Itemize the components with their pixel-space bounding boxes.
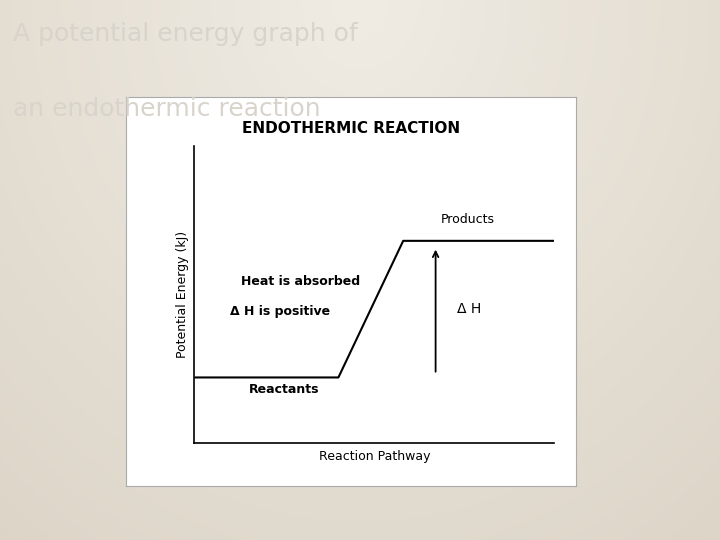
Text: A potential energy graph of: A potential energy graph of (13, 22, 358, 45)
Y-axis label: Potential Energy (kJ): Potential Energy (kJ) (176, 231, 189, 358)
Text: Δ H is positive: Δ H is positive (230, 305, 330, 318)
Text: Products: Products (441, 213, 495, 226)
Text: Heat is absorbed: Heat is absorbed (241, 275, 360, 288)
Text: ENDOTHERMIC REACTION: ENDOTHERMIC REACTION (242, 120, 460, 136)
Text: Reactants: Reactants (248, 383, 319, 396)
X-axis label: Reaction Pathway: Reaction Pathway (319, 450, 430, 463)
Text: an endothermic reaction: an endothermic reaction (13, 97, 320, 121)
Text: Δ H: Δ H (457, 302, 482, 316)
